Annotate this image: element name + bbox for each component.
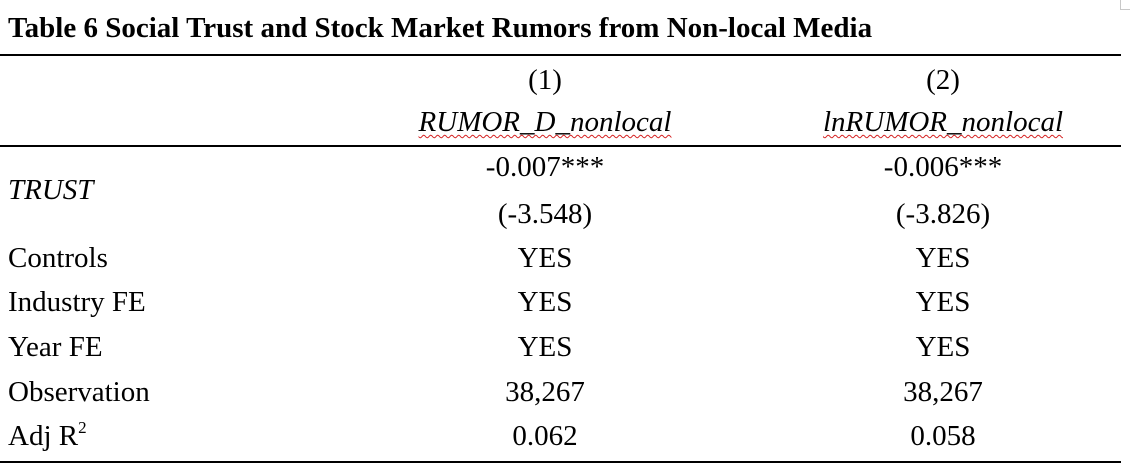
industry-fe-col1: YES: [517, 286, 573, 318]
column-1-number: (1): [528, 64, 562, 96]
row-label-controls: Controls: [8, 242, 108, 274]
column-1-header: RUMOR_D_nonlocal: [418, 106, 672, 138]
top-rule: [0, 54, 1121, 56]
row-label-observation: Observation: [8, 376, 150, 408]
trust-tstat-col1: (-3.548): [497, 198, 593, 230]
trust-tstat-col2: (-3.826): [895, 198, 991, 230]
superscript-2: 2: [78, 418, 87, 437]
bottom-rule: [0, 461, 1121, 463]
trust-coef-col1: -0.007***: [485, 151, 605, 183]
column-2-number: (2): [926, 64, 960, 96]
trust-coef-col2: -0.006***: [883, 151, 1003, 183]
window-corner-mark: [1120, 0, 1130, 10]
industry-fe-col2: YES: [915, 286, 971, 318]
controls-col2: YES: [915, 242, 971, 274]
controls-col1: YES: [517, 242, 573, 274]
row-label-year-fe: Year FE: [8, 331, 103, 363]
year-fe-col2: YES: [915, 331, 971, 363]
table-title: Table 6 Social Trust and Stock Market Ru…: [8, 12, 873, 44]
header-rule: [0, 145, 1121, 147]
column-2-header: lnRUMOR_nonlocal: [822, 106, 1064, 138]
observation-col1: 38,267: [505, 376, 585, 408]
row-label-trust: TRUST: [8, 174, 94, 206]
row-label-adj-r2: Adj R2: [8, 419, 87, 452]
adj-r2-col1: 0.062: [512, 420, 578, 452]
adj-r-text: Adj R: [8, 420, 79, 452]
adj-r2-col2: 0.058: [910, 420, 976, 452]
year-fe-col1: YES: [517, 331, 573, 363]
observation-col2: 38,267: [903, 376, 983, 408]
row-label-industry-fe: Industry FE: [8, 286, 146, 318]
